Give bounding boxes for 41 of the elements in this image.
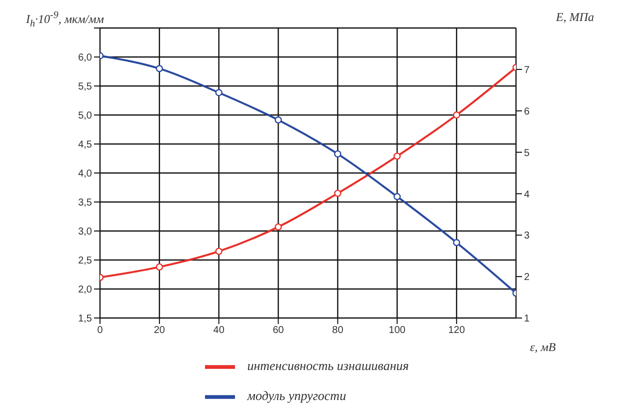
x-tick-label: 40 (213, 325, 225, 336)
y2-tick-label: 7 (524, 64, 530, 76)
point (215, 89, 222, 96)
x-tick-label: 20 (154, 325, 166, 336)
point (452, 111, 460, 119)
y2-tick-label: 5 (524, 148, 530, 159)
point (156, 263, 164, 271)
y2-tick-label: 6 (524, 106, 530, 118)
point (274, 223, 282, 231)
y-tick-label: 4,5 (78, 140, 92, 151)
y-tick-label: 3,0 (78, 226, 92, 238)
y-tick-label: 6,0 (78, 52, 92, 64)
y2-tick-label: 2 (524, 272, 530, 284)
x-tick-label: 60 (272, 325, 284, 336)
y-axis-title: I$_{h}$·10$^{-9}$, мкм/мм (26, 9, 105, 32)
point (334, 190, 342, 197)
point (452, 239, 460, 246)
y-tick-label: 3,5 (78, 198, 92, 209)
point (215, 248, 222, 255)
point (334, 150, 342, 158)
y2-axis-title: E, МПа (556, 10, 594, 25)
y-tick-label: 5,5 (78, 82, 92, 93)
y-tick-label: 5,0 (78, 110, 92, 122)
x-tick-label: 80 (332, 325, 344, 336)
y-tick-label: 4,0 (78, 168, 92, 180)
point (156, 65, 164, 72)
x-tick-label: 0 (97, 325, 104, 336)
x-axis-title: ε, мВ (530, 340, 556, 355)
y2-tick-label: 1 (524, 314, 530, 325)
point (394, 193, 401, 200)
y2-tick-label: 3 (524, 230, 530, 242)
point (394, 152, 401, 160)
y-tick-label: 2,0 (78, 284, 92, 296)
legend-label: модуль упругости (247, 388, 346, 403)
y-tick-label: 2,5 (78, 256, 92, 267)
x-tick-label: 100 (388, 325, 406, 336)
point (274, 116, 282, 124)
x-tick-label: 120 (448, 325, 466, 336)
y2-tick-label: 4 (524, 189, 530, 200)
y-tick-label: 1,5 (78, 314, 92, 325)
legend-label: интенсивность изнашивания (247, 358, 409, 373)
